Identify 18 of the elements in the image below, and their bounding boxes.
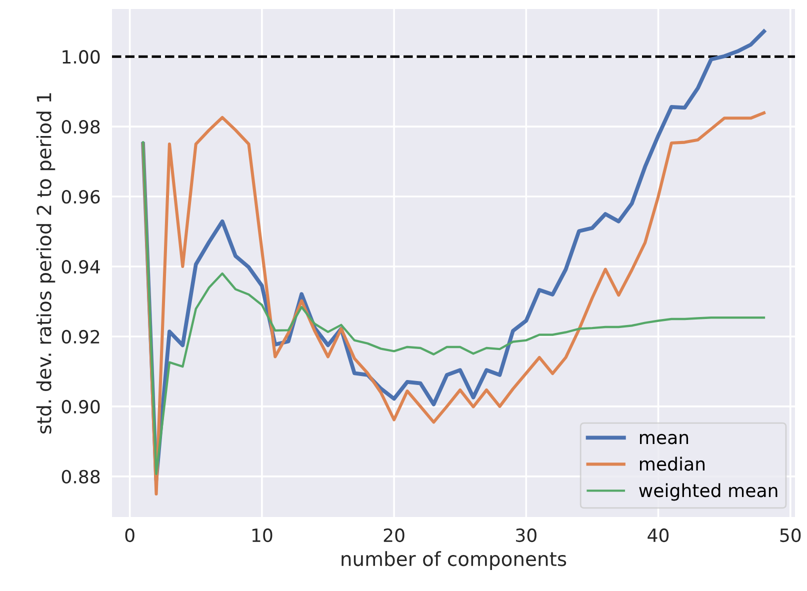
x-tick-label: 20 [384, 528, 404, 542]
y-axis-title: std. dev. ratios period 2 to period 1 [36, 93, 56, 434]
x-tick-label: 0 [125, 528, 134, 542]
y-tick-label: 0.90 [62, 400, 100, 414]
x-axis-title: number of components [342, 551, 566, 570]
legend-label: mean [640, 434, 688, 444]
x-tick-label: 40 [648, 528, 669, 542]
x-tick-label: 50 [780, 528, 801, 542]
y-tick-label: 0.96 [62, 190, 100, 204]
y-tick-label: 0.94 [62, 260, 100, 274]
y-tick-label: 1.00 [62, 50, 100, 64]
y-tick-label: 0.92 [62, 330, 100, 344]
legend-label: median [640, 456, 705, 471]
x-tick-label: 30 [516, 528, 536, 542]
y-tick-label: 0.98 [62, 120, 100, 134]
x-tick-label: 10 [252, 528, 272, 542]
y-tick-label: 0.88 [62, 470, 100, 484]
legend-label: weighted mean [639, 483, 778, 501]
